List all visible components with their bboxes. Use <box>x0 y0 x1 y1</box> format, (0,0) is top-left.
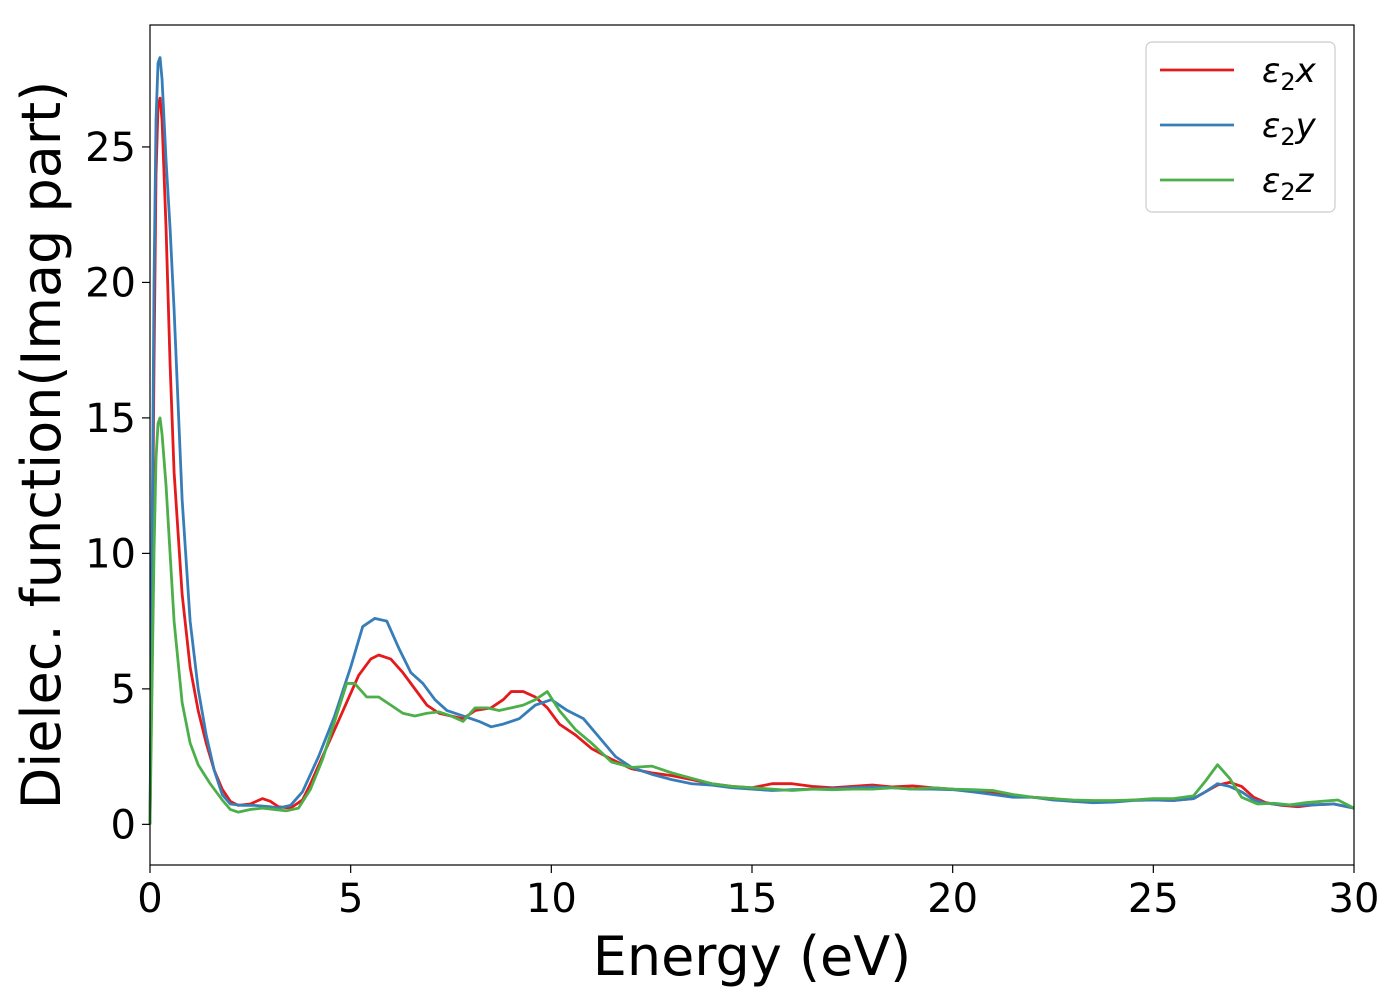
x-tick-label: 20 <box>927 876 978 922</box>
x-tick-label: 30 <box>1329 876 1380 922</box>
x-tick-label: 25 <box>1128 876 1179 922</box>
x-axis-ticks: 0 5 10 15 20 25 30 <box>137 865 1379 922</box>
y-tick-label: 5 <box>111 667 136 713</box>
x-axis-label: Energy (eV) <box>593 925 912 988</box>
x-tick-label: 15 <box>727 876 778 922</box>
y-axis-ticks: 0 5 10 15 20 25 <box>85 125 150 848</box>
x-tick-label: 5 <box>338 876 363 922</box>
y-tick-label: 10 <box>85 531 136 577</box>
legend-label-y: ε2y <box>1262 106 1317 151</box>
legend-label-x: ε2x <box>1262 51 1317 96</box>
y-tick-label: 25 <box>85 125 136 171</box>
y-tick-label: 15 <box>85 396 136 442</box>
y-tick-label: 0 <box>111 802 136 848</box>
y-axis-label: Dielec. function(Imag part) <box>10 81 73 810</box>
x-tick-label: 0 <box>137 876 162 922</box>
legend-box <box>1145 41 1336 213</box>
y-tick-label: 20 <box>85 260 136 306</box>
x-tick-label: 10 <box>526 876 577 922</box>
series-lines <box>148 56 1355 825</box>
legend-label-z: ε2z <box>1262 161 1315 206</box>
legend: ε2x ε2y ε2z <box>1145 41 1336 213</box>
series-line-z <box>148 416 1355 825</box>
